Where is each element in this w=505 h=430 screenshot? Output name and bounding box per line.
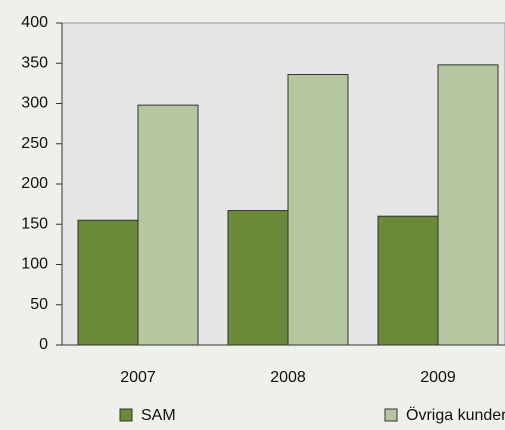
x-tick-label: 2007 — [120, 369, 156, 386]
y-tick-label: 200 — [21, 175, 48, 192]
y-tick-label: 300 — [21, 95, 48, 112]
x-tick-label: 2008 — [270, 369, 306, 386]
bar — [77, 219, 139, 346]
legend-swatch — [384, 408, 398, 422]
legend-label: Övriga kunder — [406, 406, 505, 424]
y-tick-label: 100 — [21, 256, 48, 273]
bar — [287, 74, 349, 346]
bar — [227, 210, 289, 346]
y-tick-label: 50 — [30, 296, 48, 313]
y-tick-label: 150 — [21, 215, 48, 232]
bar — [377, 215, 439, 346]
legend-label: SAM — [141, 407, 176, 424]
y-tick-label: 0 — [39, 336, 48, 353]
x-tick-label: 2009 — [420, 369, 456, 386]
bar — [437, 64, 499, 346]
y-tick-label: 350 — [21, 54, 48, 71]
y-tick-label: 250 — [21, 135, 48, 152]
y-tick-label: 400 — [21, 14, 48, 31]
bar — [137, 104, 199, 346]
legend-swatch — [119, 408, 133, 422]
